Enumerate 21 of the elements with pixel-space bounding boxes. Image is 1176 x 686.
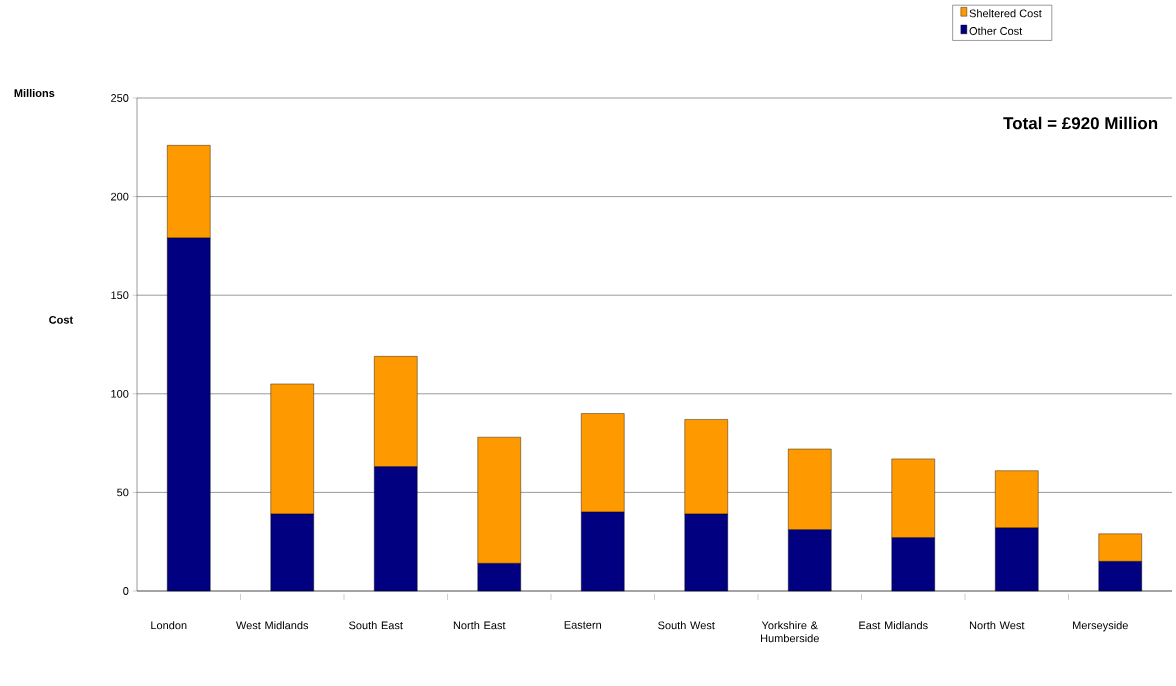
legend-label: Other Cost [969, 26, 1023, 35]
x-tick-label: West Midlands [236, 621, 309, 630]
y-tick-label: 0 [123, 587, 129, 595]
y-tick-label: 200 [111, 192, 129, 201]
x-tick-label: Merseyside [1073, 621, 1128, 632]
text: Millions [14, 88, 55, 98]
y-tick-label: 150 [111, 291, 129, 300]
x-tick-label: North East [453, 621, 506, 630]
x-tick-label: East Midlands [859, 621, 928, 630]
legend-label: Sheltered Cost [969, 9, 1042, 18]
y-tick-label: 250 [111, 94, 129, 102]
x-tick-label: Eastern [564, 621, 601, 629]
x-tick-label: North West [969, 621, 1025, 630]
x-tick-label: London [151, 621, 187, 630]
annotation: Total = £920 Million [1003, 116, 1158, 130]
x-tick-label: South West [658, 621, 715, 630]
y-axis-title: Cost [49, 315, 73, 324]
x-tick-label: South East [349, 621, 403, 630]
x-tick-label: Yorkshire & Humberside [761, 621, 819, 643]
y-tick-label: 50 [117, 488, 129, 497]
y-tick-label: 100 [111, 389, 129, 398]
